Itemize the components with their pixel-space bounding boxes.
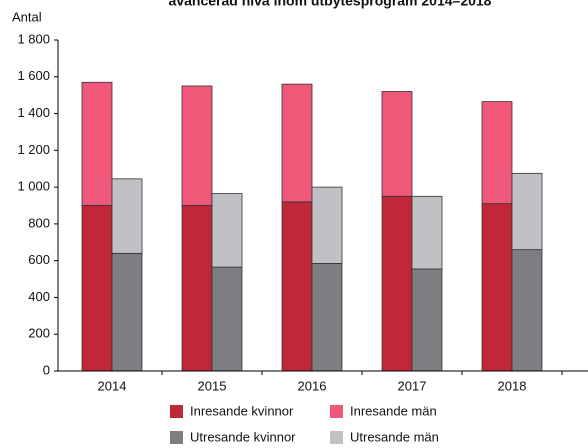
- y-axis-label: Antal: [12, 9, 42, 24]
- bar-segment: [381, 195, 413, 372]
- bar-segment: [511, 172, 543, 251]
- bar-segment: [111, 252, 143, 372]
- x-tick-label: 2016: [298, 378, 327, 393]
- x-tick-label: 2018: [498, 378, 527, 393]
- y-tick-label: 600: [28, 252, 50, 267]
- y-tick-label: 0: [43, 362, 50, 377]
- x-tick-label: 2015: [198, 378, 227, 393]
- bar-segment: [181, 205, 213, 372]
- y-tick-label: 200: [28, 326, 50, 341]
- y-tick-label: 1 400: [17, 105, 50, 120]
- y-tick-label: 800: [28, 215, 50, 230]
- bar-segment: [511, 249, 543, 372]
- chart-title: avancerad nivå inom utbytesprogram 2014–…: [169, 0, 492, 9]
- y-tick-label: 1 600: [17, 68, 50, 83]
- legend-swatch: [170, 431, 183, 444]
- bar-segment: [81, 205, 113, 372]
- legend-label: Utresande män: [350, 429, 439, 444]
- legend-label: Inresande män: [350, 403, 437, 418]
- bar-segment: [181, 85, 213, 206]
- x-tick-label: 2014: [98, 378, 127, 393]
- bar-segment: [211, 266, 243, 372]
- bar-segment: [481, 203, 513, 372]
- y-tick-label: 1 200: [17, 142, 50, 157]
- y-tick-label: 400: [28, 289, 50, 304]
- y-tick-label: 1 000: [17, 179, 50, 194]
- bar-segment: [211, 193, 243, 268]
- legend-label: Utresande kvinnor: [190, 429, 296, 444]
- y-tick-label: 1 800: [17, 31, 50, 46]
- bar-segment: [281, 83, 313, 203]
- legend-label: Inresande kvinnor: [190, 403, 294, 418]
- legend-swatch: [330, 431, 343, 444]
- legend-swatch: [330, 405, 343, 418]
- bar-segment: [411, 195, 443, 270]
- bar-segment: [281, 201, 313, 372]
- bar-segment: [81, 81, 113, 206]
- bar-segment: [411, 268, 443, 372]
- bar-segment: [381, 91, 413, 197]
- bar-segment: [311, 186, 343, 264]
- legend-swatch: [170, 405, 183, 418]
- bar-segment: [111, 178, 143, 254]
- x-tick-label: 2017: [398, 378, 427, 393]
- bar-segment: [311, 263, 343, 372]
- bar-segment: [481, 101, 513, 205]
